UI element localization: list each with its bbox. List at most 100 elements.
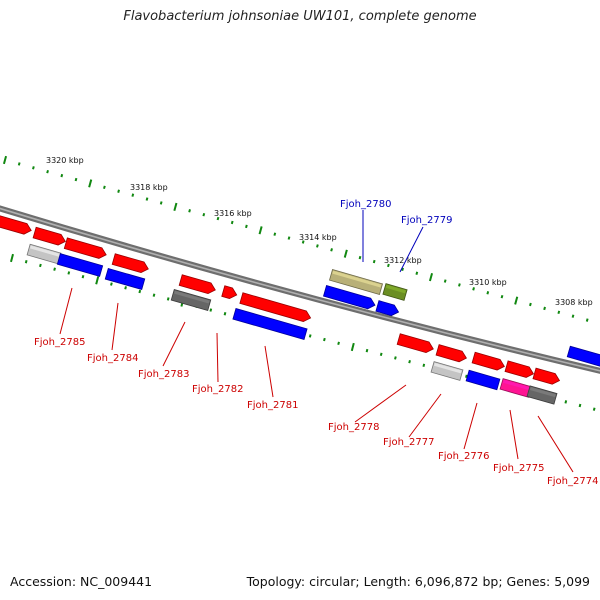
gene-highlight <box>400 334 429 346</box>
gene-body <box>221 285 238 299</box>
gene-label: Fjoh_2782 <box>192 384 243 395</box>
gene-feature <box>465 369 501 391</box>
minor-tick <box>472 287 475 291</box>
gene-highlight <box>468 371 499 383</box>
gene-highlight <box>242 294 307 315</box>
backbone-highlight <box>0 207 600 372</box>
gene-label-line <box>111 302 119 351</box>
minor-tick <box>564 400 568 404</box>
gene-highlight <box>385 284 406 294</box>
gene-label-line <box>463 402 478 450</box>
gene-highlight <box>502 379 531 391</box>
gene-label: Fjoh_2775 <box>493 463 544 474</box>
genome-backbone <box>0 205 600 374</box>
minor-tick <box>159 201 163 205</box>
minor-tick <box>24 260 28 264</box>
gene-feature <box>526 385 558 405</box>
map-title: Flavobacterium johnsoniae UW101, complet… <box>123 9 477 24</box>
backbone-outer <box>0 205 600 374</box>
minor-tick <box>216 216 220 221</box>
position-tick-label: 3320 kbp <box>46 156 84 165</box>
minor-tick <box>273 232 277 236</box>
gene-label-line <box>59 287 73 335</box>
tick-row-outer <box>2 155 589 322</box>
minor-tick <box>358 255 362 260</box>
gene-feature <box>499 378 533 398</box>
minor-tick <box>308 334 312 338</box>
gene-label: Fjoh_2777 <box>383 437 434 448</box>
minor-tick <box>458 283 461 287</box>
major-tick <box>10 253 14 263</box>
gene-label: Fjoh_2776 <box>438 451 489 462</box>
gene-highlight <box>529 387 556 398</box>
minor-tick <box>387 263 390 268</box>
position-tick-label: 3312 kbp <box>384 256 422 265</box>
gene-highlight <box>507 362 529 371</box>
minor-tick <box>337 341 340 345</box>
gene-label-line <box>264 345 274 398</box>
major-tick <box>173 202 178 211</box>
gene-feature <box>532 367 561 385</box>
gene-label: Fjoh_2784 <box>87 353 138 364</box>
gene-feature <box>566 345 600 369</box>
gene-label: Fjoh_2779 <box>401 215 452 226</box>
gene-highlight <box>433 362 462 374</box>
gene-highlight <box>60 254 102 270</box>
minor-tick <box>394 356 397 360</box>
gene-label-line <box>354 384 407 423</box>
minor-tick <box>557 310 561 315</box>
gene-label: Fjoh_2774 <box>547 476 598 487</box>
gene-label: Fjoh_2780 <box>340 199 391 210</box>
gene-feature <box>471 351 505 371</box>
minor-tick <box>124 286 127 290</box>
gene-feature <box>0 213 32 235</box>
minor-tick <box>372 259 376 264</box>
gene-highlight <box>182 275 211 287</box>
minor-tick <box>529 302 532 307</box>
minor-tick <box>230 220 234 225</box>
genome-stats-text: Topology: circular; Length: 6,096,872 bp… <box>246 574 590 589</box>
gene-label: Fjoh_2778 <box>328 422 379 433</box>
gene-feature <box>104 267 146 291</box>
gene-label-line <box>509 409 519 460</box>
minor-tick <box>245 224 248 229</box>
gene-feature <box>178 274 216 295</box>
major-tick <box>514 296 519 305</box>
gene-highlight <box>224 287 233 292</box>
minor-tick <box>202 212 206 217</box>
gene-highlight <box>474 353 500 364</box>
gene-label: Fjoh_2785 <box>34 337 85 348</box>
minor-tick <box>323 337 326 342</box>
gene-label-line <box>216 332 219 383</box>
major-tick <box>350 342 355 352</box>
minor-tick <box>301 240 305 244</box>
gene-label: Fjoh_2783 <box>138 369 189 380</box>
minor-tick <box>17 162 21 166</box>
position-tick-label: 3308 kbp <box>555 298 593 307</box>
gene-highlight <box>378 301 395 309</box>
position-tick-label: 3318 kbp <box>130 183 168 192</box>
gene-label-line <box>537 415 574 473</box>
gene-highlight <box>108 269 144 283</box>
minor-tick <box>408 359 411 364</box>
position-tick-label: 3310 kbp <box>469 278 507 287</box>
gene-highlight <box>535 369 555 378</box>
minor-tick <box>223 312 227 316</box>
gene-feature <box>232 308 308 340</box>
gene-highlight <box>570 347 600 361</box>
gene-feature <box>504 360 535 378</box>
minor-tick <box>316 244 319 248</box>
major-tick <box>88 179 93 188</box>
gene-highlight <box>326 286 371 303</box>
position-tick-label: 3314 kbp <box>299 233 337 242</box>
minor-tick <box>209 308 213 312</box>
gene-feature <box>396 333 434 354</box>
minor-tick <box>422 363 426 368</box>
minor-tick <box>585 318 589 322</box>
minor-tick <box>578 403 582 408</box>
minor-tick <box>152 293 156 297</box>
gene-feature <box>32 226 66 246</box>
minor-tick <box>379 352 383 357</box>
accession-text: Accession: NC_009441 <box>10 574 153 589</box>
